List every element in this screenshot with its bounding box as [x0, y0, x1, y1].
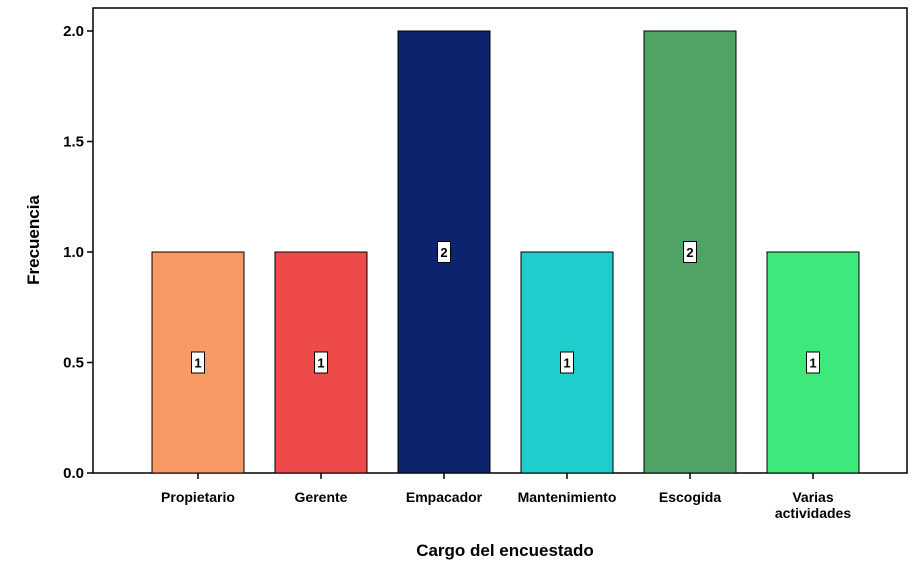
- bar-value-box: [560, 351, 574, 374]
- bar-value-box: [191, 351, 205, 374]
- y-axis-title: Frecuencia: [24, 195, 43, 285]
- x-tick-label: Empacador: [406, 489, 483, 505]
- bar-value-label: 1: [317, 356, 324, 371]
- x-axis-title: Cargo del encuestado: [416, 541, 594, 560]
- bar-value-label: 1: [563, 356, 570, 371]
- x-tick-label: Mantenimiento: [518, 489, 617, 505]
- bar-value-label: 1: [194, 356, 201, 371]
- x-tick-label: Varias actividades: [775, 489, 851, 521]
- y-tick-label: 2.0: [63, 23, 84, 40]
- y-tick-label: 1.5: [63, 134, 84, 151]
- y-tick-label: 0.5: [63, 355, 84, 372]
- y-tick-label: 0.0: [63, 465, 84, 482]
- bar-value-box: [683, 241, 697, 263]
- bar-value-box: [437, 241, 451, 263]
- bar-value-box: [806, 351, 820, 374]
- y-tick-label: 1.0: [63, 244, 84, 261]
- bar-value-label: 2: [440, 245, 447, 260]
- x-tick-label: Propietario: [161, 489, 235, 505]
- x-tick-label: Escogida: [659, 489, 721, 505]
- bar-value-box: [314, 351, 328, 374]
- bar-value-label: 2: [686, 245, 693, 260]
- bar-value-label: 1: [809, 356, 816, 371]
- x-tick-label: Gerente: [295, 489, 348, 505]
